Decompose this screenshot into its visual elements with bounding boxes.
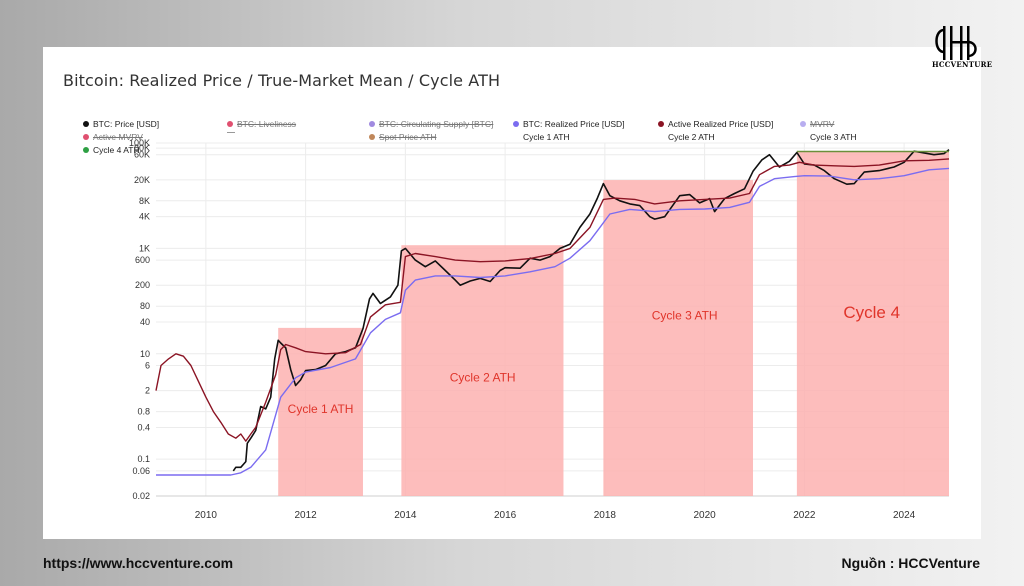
cycle-band (796, 151, 949, 496)
x-tick-label: 2024 (893, 510, 916, 521)
y-tick-label: 0.4 (137, 422, 150, 432)
y-tick-label: 80K (134, 143, 150, 153)
y-tick-label: 60K (134, 150, 150, 160)
cycle-band (278, 327, 363, 496)
y-tick-label: 40 (140, 317, 150, 327)
legend-marker (369, 134, 375, 140)
legend-item[interactable]: Cycle 3 ATH (800, 132, 857, 142)
y-tick-label: 0.02 (132, 491, 150, 501)
y-tick-label: 80 (140, 301, 150, 311)
cycle-label: Cycle 1 ATH (288, 402, 354, 416)
y-tick-label: 4K (139, 212, 150, 222)
legend-item[interactable]: BTC: Circulating Supply [BTC] (369, 119, 493, 129)
y-tick-label: 20K (134, 175, 150, 185)
x-tick-label: 2016 (494, 510, 517, 521)
cycle-band (401, 245, 564, 496)
y-tick-label: 2 (145, 386, 150, 396)
x-tick-label: 2010 (195, 510, 218, 521)
legend-item[interactable]: BTC: Realized Price [USD] (513, 119, 625, 129)
brand-logo-text: HCCVENTURE (932, 60, 993, 69)
chart-card: Bitcoin: Realized Price / True-Market Me… (43, 47, 981, 539)
legend-label: BTC: Liveliness (237, 119, 297, 129)
legend-label: MVRV (810, 119, 835, 129)
legend-label: BTC: Price [USD] (93, 119, 160, 129)
legend-item[interactable]: Cycle 2 ATH (658, 132, 715, 142)
y-tick-label: 0.06 (132, 466, 150, 476)
legend-marker (83, 147, 89, 153)
legend-label: BTC: Realized Price [USD] (523, 119, 625, 129)
y-tick-label: 100K (129, 138, 150, 148)
legend-marker (369, 121, 375, 127)
website-url[interactable]: https://www.hccventure.com (43, 555, 234, 571)
legend-marker (513, 121, 519, 127)
y-tick-label: 0.1 (137, 454, 150, 464)
legend-item[interactable]: Active Realized Price [USD] (658, 119, 773, 129)
legend-label: Cycle 1 ATH (523, 132, 570, 142)
legend-marker (800, 121, 806, 127)
legend-item[interactable] (227, 132, 239, 133)
series-line (155, 158, 950, 442)
legend-item[interactable]: Cycle 4 ATH (83, 145, 140, 155)
chart-title: Bitcoin: Realized Price / True-Market Me… (63, 71, 501, 90)
legend-label: Active Realized Price [USD] (668, 119, 774, 129)
cycle-label: Cycle 2 ATH (450, 370, 516, 384)
y-tick-label: 10 (140, 349, 150, 359)
x-tick-label: 2020 (693, 510, 716, 521)
legend-label: Cycle 2 ATH (668, 132, 715, 142)
legend-item[interactable]: Cycle 1 ATH (513, 132, 570, 142)
cycle-label: Cycle 4 (843, 303, 900, 322)
legend-item[interactable]: Active MVRV (83, 132, 143, 142)
legend-item[interactable]: BTC: Price [USD] (83, 119, 159, 129)
y-tick-label: 1K (139, 243, 150, 253)
source-credit: Nguồn : HCCVenture (841, 555, 980, 571)
legend-item[interactable]: BTC: Liveliness (227, 119, 296, 129)
series-line (156, 167, 950, 476)
y-tick-label: 200 (135, 280, 150, 290)
legend-label: Active MVRV (93, 132, 143, 142)
legend-marker (83, 134, 89, 140)
legend-marker (227, 132, 235, 133)
cycle-label: Cycle 3 ATH (652, 308, 718, 322)
y-tick-label: 8K (139, 196, 150, 206)
x-tick-label: 2022 (793, 510, 816, 521)
legend-label: BTC: Circulating Supply [BTC] (379, 119, 494, 129)
y-tick-label: 0.8 (137, 407, 150, 417)
legend-marker (227, 121, 233, 127)
series-line (232, 148, 950, 472)
legend-item[interactable]: MVRV (800, 119, 834, 129)
legend-label: Cycle 4 ATH (93, 145, 140, 155)
x-tick-label: 2014 (394, 510, 417, 521)
y-tick-label: 600 (135, 255, 150, 265)
y-tick-label: 6 (145, 360, 150, 370)
legend-marker (658, 121, 664, 127)
x-tick-label: 2012 (294, 510, 317, 521)
brand-logo-icon (935, 26, 977, 60)
x-tick-label: 2018 (594, 510, 617, 521)
legend-label: Spot Price ATH (379, 132, 437, 142)
legend-item[interactable]: Spot Price ATH (369, 132, 436, 142)
cycle-band (603, 180, 753, 496)
legend-label: Cycle 3 ATH (810, 132, 857, 142)
legend-marker (83, 121, 89, 127)
